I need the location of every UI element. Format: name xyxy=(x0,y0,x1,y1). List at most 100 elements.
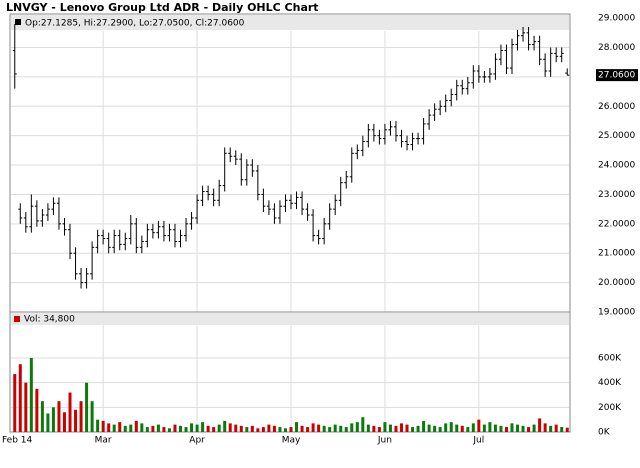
volume-bar xyxy=(223,420,227,432)
legend-text: Op:27.1285, Hi:27.2900, Lo:27.0500, Cl:2… xyxy=(25,19,245,29)
volume-bar xyxy=(482,424,486,432)
last-price-box xyxy=(596,69,638,82)
volume-bar xyxy=(306,427,310,432)
volume-bar xyxy=(35,388,39,432)
volume-bar xyxy=(411,427,415,432)
volume-bar xyxy=(167,428,171,432)
volume-bar xyxy=(460,425,464,432)
volume-bar xyxy=(377,427,381,432)
volume-bar xyxy=(206,425,210,432)
volume-bar xyxy=(449,422,453,432)
volume-bar xyxy=(394,425,398,432)
volume-bar xyxy=(101,420,105,432)
volume-bar xyxy=(217,424,221,432)
volume-bar xyxy=(444,423,448,432)
volume-bar xyxy=(18,364,22,432)
volume-bar xyxy=(493,424,497,432)
volume-bar xyxy=(129,424,133,432)
volume-bar xyxy=(471,423,475,432)
x-tick-label: Mar xyxy=(95,436,112,446)
volume-bar xyxy=(433,425,437,432)
volume-bar xyxy=(51,407,55,432)
volume-bar xyxy=(538,418,542,432)
legend-swatch xyxy=(15,19,21,25)
y-tick-label: 28.0000 xyxy=(598,43,635,53)
x-tick-label: Feb 14 xyxy=(2,436,33,446)
y-tick-label: 19.0000 xyxy=(598,308,635,318)
volume-bar xyxy=(245,427,249,432)
volume-bar xyxy=(488,422,492,432)
volume-bar xyxy=(328,427,332,432)
volume-bar xyxy=(156,424,160,432)
volume-bar xyxy=(521,425,525,432)
volume-bar xyxy=(261,427,265,432)
volume-bar xyxy=(361,417,365,432)
legend-band xyxy=(11,15,569,30)
volume-bar xyxy=(366,424,370,432)
volume-bar xyxy=(466,427,470,432)
volume-bar xyxy=(256,428,260,432)
y-tick-label: 26.0000 xyxy=(598,102,635,112)
volume-bar xyxy=(532,424,536,432)
volume-label: Vol: 34,800 xyxy=(24,315,75,325)
volume-bar xyxy=(40,401,44,432)
volume-bar xyxy=(57,401,61,432)
y-tick-label: 22.0000 xyxy=(598,219,635,229)
volume-bar xyxy=(173,424,177,432)
volume-bar xyxy=(234,424,238,432)
volume-bar xyxy=(300,425,304,432)
volume-bar xyxy=(118,422,122,432)
volume-bar xyxy=(267,424,271,432)
volume-bar xyxy=(565,427,569,432)
volume-bar xyxy=(355,422,359,432)
volume-bar xyxy=(24,382,28,432)
volume-bar xyxy=(477,419,481,432)
y-tick-label: 25.0000 xyxy=(598,131,635,141)
volume-band xyxy=(11,313,569,325)
volume-bar xyxy=(151,425,155,432)
volume-bar xyxy=(74,409,78,432)
volume-bar xyxy=(212,427,216,432)
volume-bar xyxy=(134,420,138,432)
volume-bar xyxy=(123,425,127,432)
volume-bar xyxy=(333,424,337,432)
volume-bar xyxy=(388,424,392,432)
price-panel xyxy=(9,13,571,313)
volume-bar xyxy=(317,424,321,432)
volume-bar xyxy=(239,425,243,432)
x-tick-label: Jun xyxy=(377,436,392,446)
volume-bar xyxy=(504,427,508,432)
y-tick-label: 200K xyxy=(598,403,622,413)
volume-bar xyxy=(295,422,299,432)
volume-bar xyxy=(339,425,343,432)
volume-bar xyxy=(184,427,188,432)
volume-bar xyxy=(278,427,282,432)
volume-bar xyxy=(250,425,254,432)
x-tick-label: Apr xyxy=(189,436,205,446)
volume-bar xyxy=(399,423,403,432)
volume-bar xyxy=(107,423,111,432)
volume-bar xyxy=(228,423,232,432)
chart-title: LNVGY - Lenovo Group Ltd ADR - Daily OHL… xyxy=(6,1,319,14)
volume-bar xyxy=(344,427,348,432)
y-tick-label: 23.0000 xyxy=(598,190,635,200)
volume-bar xyxy=(96,419,100,432)
volume-bar xyxy=(201,422,205,432)
volume-bar xyxy=(283,428,287,432)
y-tick-label: 24.0000 xyxy=(598,161,635,171)
volume-bar xyxy=(289,427,293,432)
volume-bar xyxy=(13,374,17,432)
y-tick-label: 0K xyxy=(598,428,611,438)
volume-bar xyxy=(46,413,50,432)
volume-bar xyxy=(272,425,276,432)
volume-bar xyxy=(516,424,520,432)
volume-bar xyxy=(560,427,564,432)
volume-bar xyxy=(85,382,89,432)
volume-swatch xyxy=(14,316,20,322)
volume-bar xyxy=(195,424,199,432)
volume-bar xyxy=(416,425,420,432)
volume-bar xyxy=(190,423,194,432)
volume-bar xyxy=(322,425,326,432)
volume-bar xyxy=(455,424,459,432)
volume-bar xyxy=(350,423,354,432)
